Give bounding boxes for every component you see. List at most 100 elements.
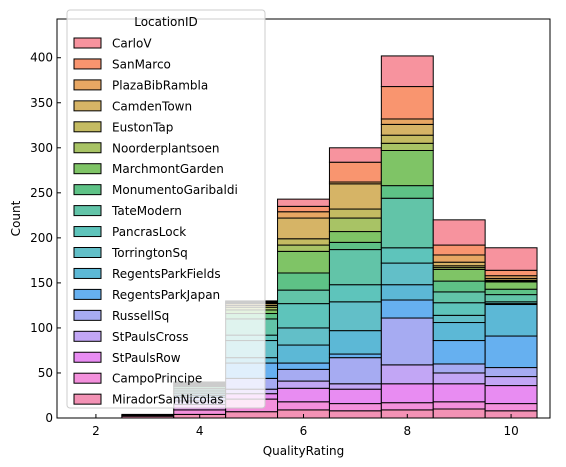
bar-segment [484, 385, 538, 405]
x-tick-label: 10 [503, 424, 518, 438]
bar-segment [432, 254, 486, 263]
legend-entry: MonumentoGaribaldi [112, 183, 238, 197]
y-tick-label: 50 [38, 366, 53, 380]
bar-segment [328, 388, 382, 405]
legend-entry: RegentsParkFields [112, 267, 221, 281]
legend-swatch [73, 351, 102, 363]
bar-segment [225, 411, 279, 419]
x-axis-ticks: 2 4 6 8 10 [92, 414, 519, 438]
bar-segment [484, 269, 538, 277]
legend-swatch [73, 163, 102, 175]
legend-entry: CarloV [112, 37, 152, 51]
bar-segment [121, 413, 175, 416]
bar-segment [484, 281, 538, 290]
bar-segment [380, 299, 434, 319]
x-tick-label: 4 [196, 424, 204, 438]
y-axis-label: Count [9, 200, 23, 236]
bar-segment [277, 401, 330, 411]
x-axis-label: QualityRating [263, 444, 345, 458]
bar-segment [432, 401, 486, 410]
bar-segment [328, 410, 382, 419]
bar-segment [328, 301, 382, 332]
bar-segment [484, 247, 538, 271]
bar-segment [380, 55, 434, 88]
bar-segment [380, 185, 434, 199]
bar-segment [277, 368, 330, 382]
bar-segment [328, 241, 382, 251]
bar-segment [432, 219, 486, 246]
bar-segment [277, 327, 330, 346]
y-tick-label: 350 [30, 96, 53, 110]
bar-segment [432, 280, 486, 293]
bar-segment [380, 402, 434, 411]
legend-entry: PlazaBibRambla [112, 78, 208, 92]
y-tick-label: 150 [30, 276, 53, 290]
bar-segment [380, 284, 434, 301]
bars-layer [121, 55, 538, 419]
bar-segment [277, 344, 330, 364]
bar-segment [380, 247, 434, 264]
legend-entry: CampoPrincipe [112, 372, 202, 386]
legend-swatch [73, 184, 102, 196]
bar-segment [328, 249, 382, 286]
legend-entry: PancrasLock [112, 225, 186, 239]
bar-segment [277, 244, 330, 252]
bar-segment [484, 403, 538, 412]
legend-entry: MarchmontGarden [112, 162, 224, 176]
bar-segment [328, 403, 382, 412]
bar-segment [380, 262, 434, 286]
bar-segment [328, 208, 382, 219]
bar-segment [328, 383, 382, 390]
legend-entry: SanMarco [112, 57, 171, 71]
legend-title: LocationID [134, 15, 198, 29]
bar-segment [277, 198, 330, 207]
bar-segment [432, 261, 486, 267]
bar-segment [380, 317, 434, 366]
bar-segment [484, 288, 538, 296]
bar-segment [328, 284, 382, 303]
bar-segment [277, 380, 330, 389]
bar-segment [432, 302, 486, 316]
bar-segment [277, 387, 330, 403]
legend-entry: TateModern [111, 204, 182, 218]
x-tick-label: 6 [300, 424, 308, 438]
y-tick-label: 0 [45, 411, 53, 425]
x-tick-label: 8 [403, 424, 411, 438]
bar-segment [484, 304, 538, 337]
legend-swatch [73, 58, 102, 70]
legend-entry: MiradorSanNicolas [112, 393, 224, 407]
bar-segment [432, 291, 486, 304]
bar-segment [380, 134, 434, 144]
legend-swatch [73, 121, 102, 133]
bar-segment [380, 383, 434, 404]
bar-segment [328, 353, 382, 359]
legend-entry: RussellSq [112, 309, 169, 323]
bar-segment [432, 340, 486, 365]
bar-segment [328, 231, 382, 243]
bar-segment [484, 335, 538, 369]
bar-segment [328, 161, 382, 183]
y-tick-label: 250 [30, 186, 53, 200]
legend-swatch [73, 267, 102, 279]
bar-segment [380, 142, 434, 151]
y-tick-label: 300 [30, 141, 53, 155]
legend-swatch [73, 226, 102, 238]
bar-segment [432, 244, 486, 256]
bar-segment [328, 217, 382, 233]
x-tick-label: 2 [92, 424, 100, 438]
bar-segment [173, 409, 227, 415]
legend-swatch [73, 288, 102, 300]
bar-segment [277, 238, 330, 246]
y-axis-ticks: 0 50 100 150 200 250 300 350 400 [30, 51, 61, 425]
bar-segment [277, 272, 330, 291]
legend-entry: Noorderplantsoen [112, 141, 220, 155]
legend-swatch [73, 393, 102, 405]
bar-segment [432, 383, 486, 403]
y-tick-label: 200 [30, 231, 53, 245]
legend-swatch [73, 205, 102, 217]
bar-segment [484, 294, 538, 303]
legend-entry: RegentsParkJapan [112, 288, 220, 302]
legend-entry: CamdenTown [112, 99, 192, 113]
legend-swatch [73, 372, 102, 384]
